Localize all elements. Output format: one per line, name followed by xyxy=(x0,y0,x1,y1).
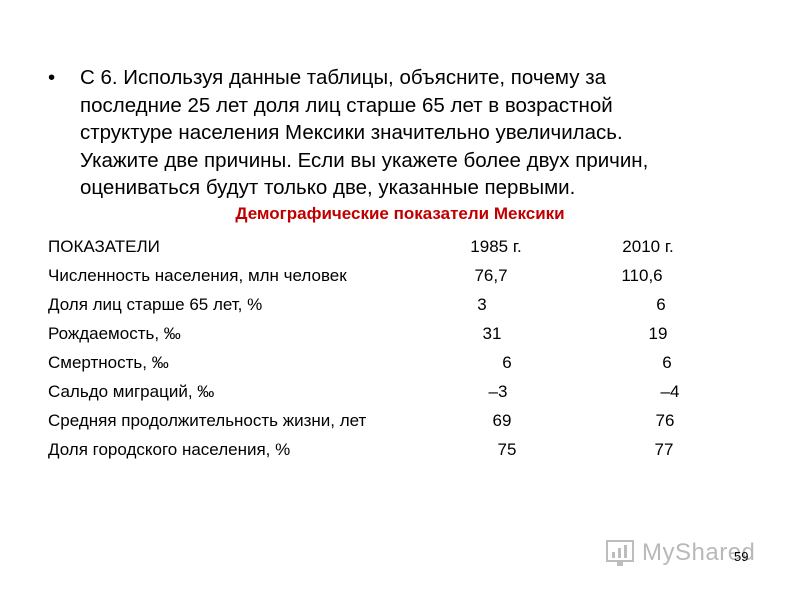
bullet-marker: • xyxy=(48,66,56,89)
row-value-2010: 6 xyxy=(662,353,672,372)
row-value-1985: 69 xyxy=(492,411,512,430)
header-label: ПОКАЗАТЕЛИ xyxy=(48,237,160,256)
watermark-text: MyShared xyxy=(642,539,756,566)
row-label: Численность населения, млн человек xyxy=(48,266,347,285)
row-value-1985: 3 xyxy=(477,295,487,314)
row-value-1985: 75 xyxy=(497,440,517,459)
page-number: 59 xyxy=(734,549,749,564)
row-value-2010: 110,6 xyxy=(621,266,663,285)
table-row: Численность населения, млн человек 76,7 … xyxy=(48,261,748,290)
row-value-2010: 6 xyxy=(656,295,666,314)
row-label: Средняя продолжительность жизни, лет xyxy=(48,411,367,430)
row-label: Доля лиц старше 65 лет, % xyxy=(48,295,263,314)
table-row: Сальдо миграций, ‰ –3 –4 xyxy=(48,377,748,406)
table-header-row: ПОКАЗАТЕЛИ 1985 г. 2010 г. xyxy=(48,232,748,261)
table-row: Доля лиц старше 65 лет, % 3 6 xyxy=(48,290,748,319)
watermark: MyShared xyxy=(606,536,766,570)
header-col-1985: 1985 г. xyxy=(470,237,522,256)
row-value-2010: 76 xyxy=(655,411,675,430)
row-value-1985: 6 xyxy=(502,353,512,372)
table-row: Рождаемость, ‰ 31 19 xyxy=(48,319,748,348)
data-table: ПОКАЗАТЕЛИ 1985 г. 2010 г. Численность н… xyxy=(48,232,748,464)
question-block: • С 6. Используя данные таблицы, объясни… xyxy=(48,64,748,202)
table-row: Доля городского населения, % 75 77 xyxy=(48,435,748,464)
row-label: Рождаемость, ‰ xyxy=(48,324,181,343)
row-value-2010: 19 xyxy=(648,324,668,343)
header-col-2010: 2010 г. xyxy=(622,237,674,256)
row-value-2010: 77 xyxy=(654,440,674,459)
row-value-1985: 31 xyxy=(482,324,502,343)
question-text: С 6. Используя данные таблицы, объясните… xyxy=(80,66,649,199)
row-label: Сальдо миграций, ‰ xyxy=(48,382,215,401)
row-value-1985: –3 xyxy=(488,382,508,401)
row-label: Доля городского населения, % xyxy=(48,440,291,459)
table-row: Средняя продолжительность жизни, лет 69 … xyxy=(48,406,748,435)
row-label: Смертность, ‰ xyxy=(48,353,169,372)
table-row: Смертность, ‰ 6 6 xyxy=(48,348,748,377)
row-value-1985: 76,7 xyxy=(474,266,508,285)
table-title: Демографические показатели Мексики xyxy=(235,204,565,223)
bar-chart-icon xyxy=(606,540,634,566)
row-value-2010: –4 xyxy=(660,382,680,401)
